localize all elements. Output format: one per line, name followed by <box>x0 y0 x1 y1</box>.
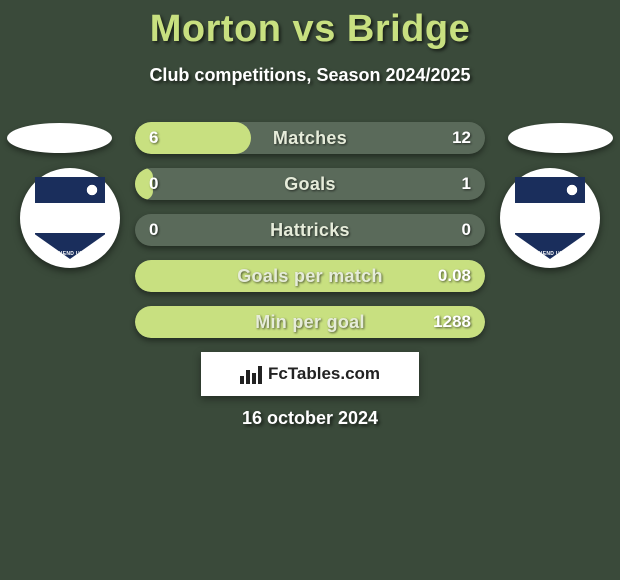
bar-chart-icon <box>240 364 262 384</box>
stat-row: Hattricks0 0 <box>135 214 485 246</box>
page-title: Morton vs Bridge <box>0 0 620 51</box>
crest-banner-text: SOUTHEND UNITED <box>35 251 105 257</box>
stat-value-right: 1288 <box>433 306 471 338</box>
stat-value-right: 12 <box>452 122 471 154</box>
right-club-crest: SOUTHEND UNITED <box>500 168 600 268</box>
comparison-bars: Matches612Goals01Hattricks00Goals per ma… <box>135 122 485 352</box>
stat-label: Goals <box>135 168 485 200</box>
stat-value-right: 0 <box>462 214 471 246</box>
left-club-crest: SOUTHEND UNITED <box>20 168 120 268</box>
footer-date: 16 october 2024 <box>0 408 620 429</box>
stat-label: Hattricks <box>135 214 485 246</box>
crest-shield-icon: SOUTHEND UNITED <box>35 177 105 259</box>
stat-value-left: 0 <box>149 214 158 246</box>
stat-value-left: 6 <box>149 122 158 154</box>
stat-row: Min per goal1288 <box>135 306 485 338</box>
crest-ball-icon <box>563 181 581 199</box>
subtitle: Club competitions, Season 2024/2025 <box>0 65 620 86</box>
stat-value-right: 1 <box>462 168 471 200</box>
right-player-badge <box>508 123 613 153</box>
crest-stripe <box>515 203 585 233</box>
stat-row: Matches6 12 <box>135 122 485 154</box>
stat-value-right: 0.08 <box>438 260 471 292</box>
stat-value-left: 0 <box>149 168 158 200</box>
stat-row: Goals per match0.08 <box>135 260 485 292</box>
stat-row: Goals0 1 <box>135 168 485 200</box>
crest-ball-icon <box>83 181 101 199</box>
stat-label: Goals per match <box>135 260 485 292</box>
stat-label: Matches <box>135 122 485 154</box>
fctables-logo-text: FcTables.com <box>268 364 380 384</box>
crest-shield-icon: SOUTHEND UNITED <box>515 177 585 259</box>
left-player-badge <box>7 123 112 153</box>
fctables-logo: FcTables.com <box>201 352 419 396</box>
crest-banner-text: SOUTHEND UNITED <box>515 251 585 257</box>
crest-stripe <box>35 203 105 233</box>
